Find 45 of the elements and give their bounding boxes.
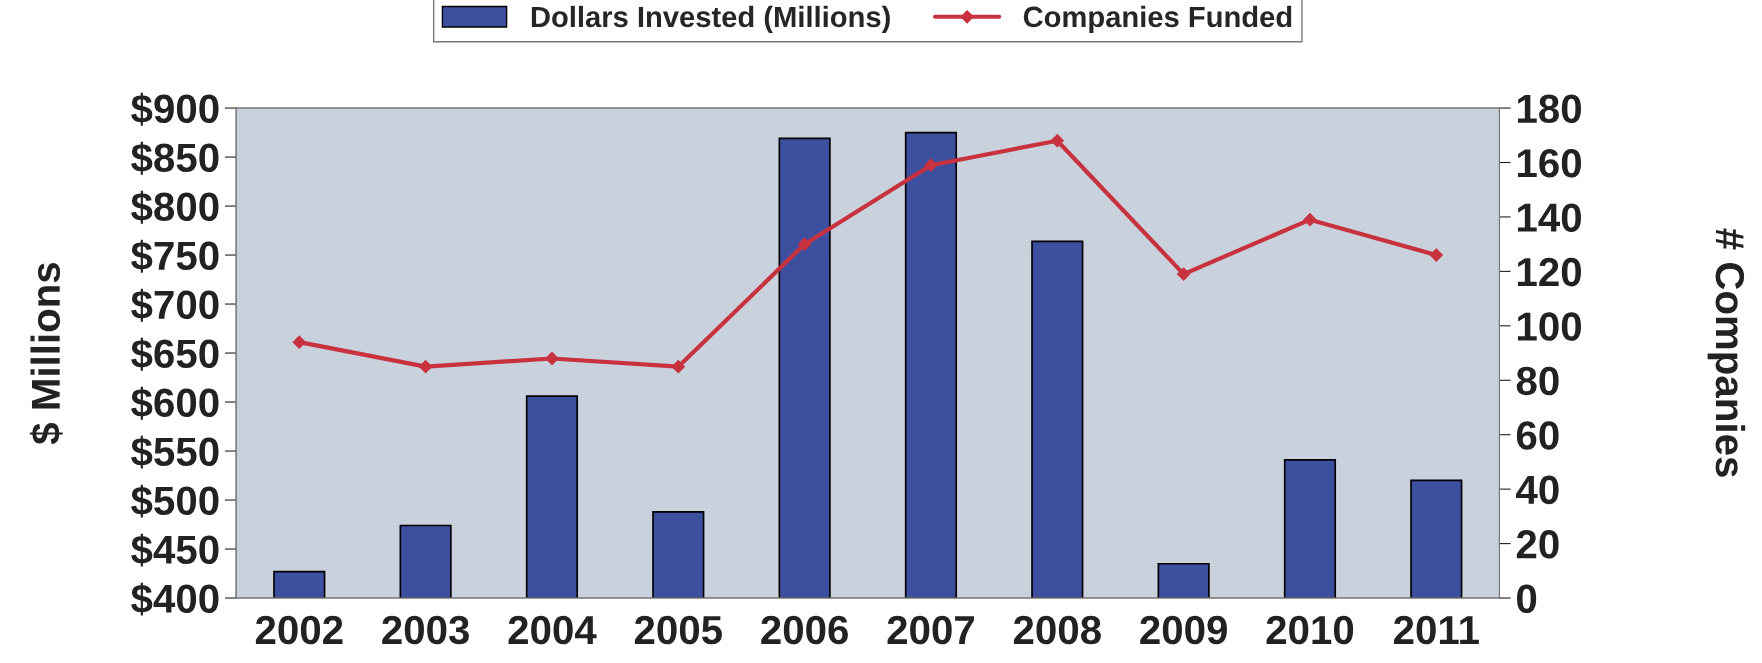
x-tick-label: 2011	[1394, 615, 1479, 645]
point	[545, 351, 559, 366]
y-tick-label: $550	[131, 435, 219, 469]
y-tick-label: $850	[131, 141, 219, 175]
y2-tick-label: 60	[1516, 421, 1559, 450]
y2-tick-label: 120	[1517, 257, 1581, 287]
y-tick-label: $800	[131, 190, 219, 224]
point	[292, 335, 306, 349]
y-tick-label: $400	[131, 582, 219, 616]
x-tick-label: 2003	[382, 615, 469, 645]
x-tick-label: 2010	[1266, 615, 1354, 645]
point	[1177, 267, 1191, 281]
x-tick-label: 2002	[255, 615, 343, 645]
y-tick-label: $600	[131, 386, 219, 420]
y-tick-label: $650	[131, 337, 219, 371]
point	[1050, 134, 1064, 148]
y2-tick-label: 180	[1517, 94, 1581, 124]
point	[1429, 248, 1443, 262]
point	[419, 360, 433, 374]
x-tick-label: 2007	[887, 615, 974, 645]
x-tick-label: 2006	[761, 615, 848, 645]
x-tick-label: 2008	[1013, 615, 1101, 645]
y2-tick-label: 100	[1517, 312, 1581, 341]
legend-label: Companies Funded	[1023, 5, 1292, 34]
y2-tick-label: 140	[1517, 203, 1581, 232]
y-tick-label: $700	[131, 288, 219, 322]
y2-tick-label: 80	[1516, 366, 1559, 396]
point	[924, 158, 938, 172]
y2-tick-label: 20	[1516, 530, 1559, 559]
y2-tick-label: 160	[1517, 148, 1581, 178]
point	[1303, 213, 1317, 227]
y-tick-label: $500	[131, 484, 219, 518]
legend-label: Dollars Invested (Millions)	[531, 5, 890, 34]
x-tick-label: 2005	[634, 615, 722, 645]
x-tick-label: 2004	[508, 615, 597, 645]
point	[798, 237, 812, 251]
y-tick-label: $450	[131, 533, 219, 567]
y-tick-label: $900	[131, 92, 219, 126]
x-tick-label: 2009	[1140, 615, 1227, 645]
y-axis-title: $ Millions	[29, 262, 63, 445]
y-tick-label: $750	[131, 239, 219, 273]
y2-axis-title: # Companies	[1707, 228, 1746, 477]
y2-tick-label: 0	[1517, 584, 1537, 614]
point	[671, 360, 685, 374]
y2-tick-label: 40	[1516, 475, 1559, 505]
